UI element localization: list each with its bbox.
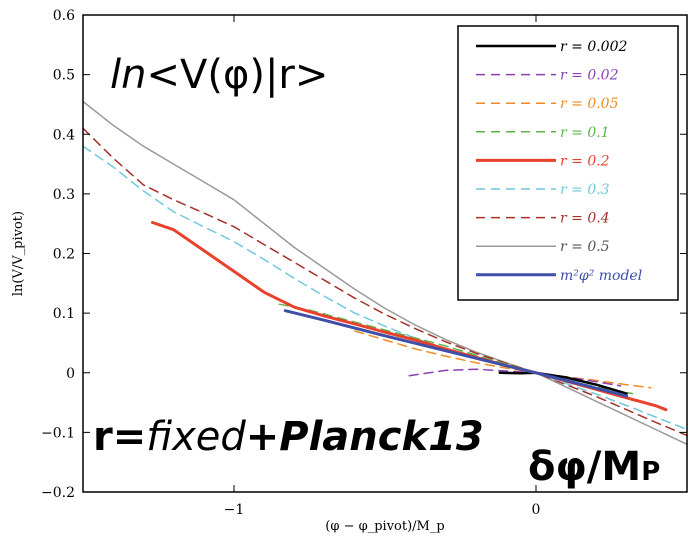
y-tick-label: 0 — [66, 366, 75, 382]
legend-label-7: r = 0.5 — [560, 239, 610, 255]
annotation-bottom-left-fixed: fixed — [146, 414, 246, 460]
series-line-3 — [278, 303, 634, 395]
legend-label-2: r = 0.05 — [560, 96, 619, 112]
x-tick-label: 0 — [532, 502, 541, 518]
series-line-2 — [354, 330, 652, 389]
y-tick-label: 0.3 — [53, 187, 75, 203]
y-tick-label: 0.4 — [53, 127, 75, 143]
axis-ticks: −0.2 −0.1 0 0.1 0.2 0.3 0.4 0.5 0.6 −1 0 — [41, 8, 687, 518]
y-tick-label: 0.5 — [53, 68, 75, 84]
legend-label-0: r = 0.002 — [560, 39, 627, 55]
annotation-bottom-left: r=fixed+Planck13 — [93, 414, 484, 460]
legend-label-8: m²φ² model — [560, 268, 642, 284]
annotation-top-left-prefix: ln — [110, 52, 146, 98]
series-lines — [82, 100, 688, 446]
legend-box — [457, 25, 679, 301]
y-tick-label: −0.2 — [41, 485, 75, 501]
annotation-bottom-right-sub: P — [641, 457, 660, 487]
series-line-8 — [283, 309, 629, 398]
legend-label-4: r = 0.2 — [560, 153, 610, 169]
annotation-bottom-right-main: δφ/M — [528, 444, 641, 490]
legend: r = 0.002 r = 0.02 r = 0.05 r = 0.1 r = 0.2 r… — [457, 25, 679, 301]
y-tick-label: 0.6 — [53, 8, 75, 24]
annotation-top-left: ln<V(φ)|r> — [110, 52, 328, 98]
series-line-5 — [82, 145, 688, 431]
series-line-1 — [408, 368, 622, 387]
legend-label-3: r = 0.1 — [560, 125, 610, 141]
legend-label-1: r = 0.02 — [560, 68, 619, 84]
annotation-top-left-rest: <V(φ)|r> — [146, 52, 328, 98]
y-tick-label: 0.1 — [53, 306, 75, 322]
annotation-bottom-left-r: r= — [93, 414, 146, 460]
x-axis-label: (φ − φ_pivot)/M_p — [325, 519, 444, 534]
y-tick-label: 0.2 — [53, 247, 75, 263]
y-axis-label: ln(V/V_pivot) — [11, 211, 26, 296]
series-line-7 — [82, 100, 688, 446]
annotation-bottom-left-rest: +Planck13 — [246, 414, 484, 460]
y-tick-label: −0.1 — [41, 425, 75, 441]
legend-label-5: r = 0.3 — [560, 182, 610, 198]
x-tick-label: −1 — [224, 502, 245, 518]
legend-label-6: r = 0.4 — [560, 211, 610, 227]
series-line-6 — [82, 127, 688, 437]
annotation-bottom-right: δφ/MP — [528, 444, 660, 490]
